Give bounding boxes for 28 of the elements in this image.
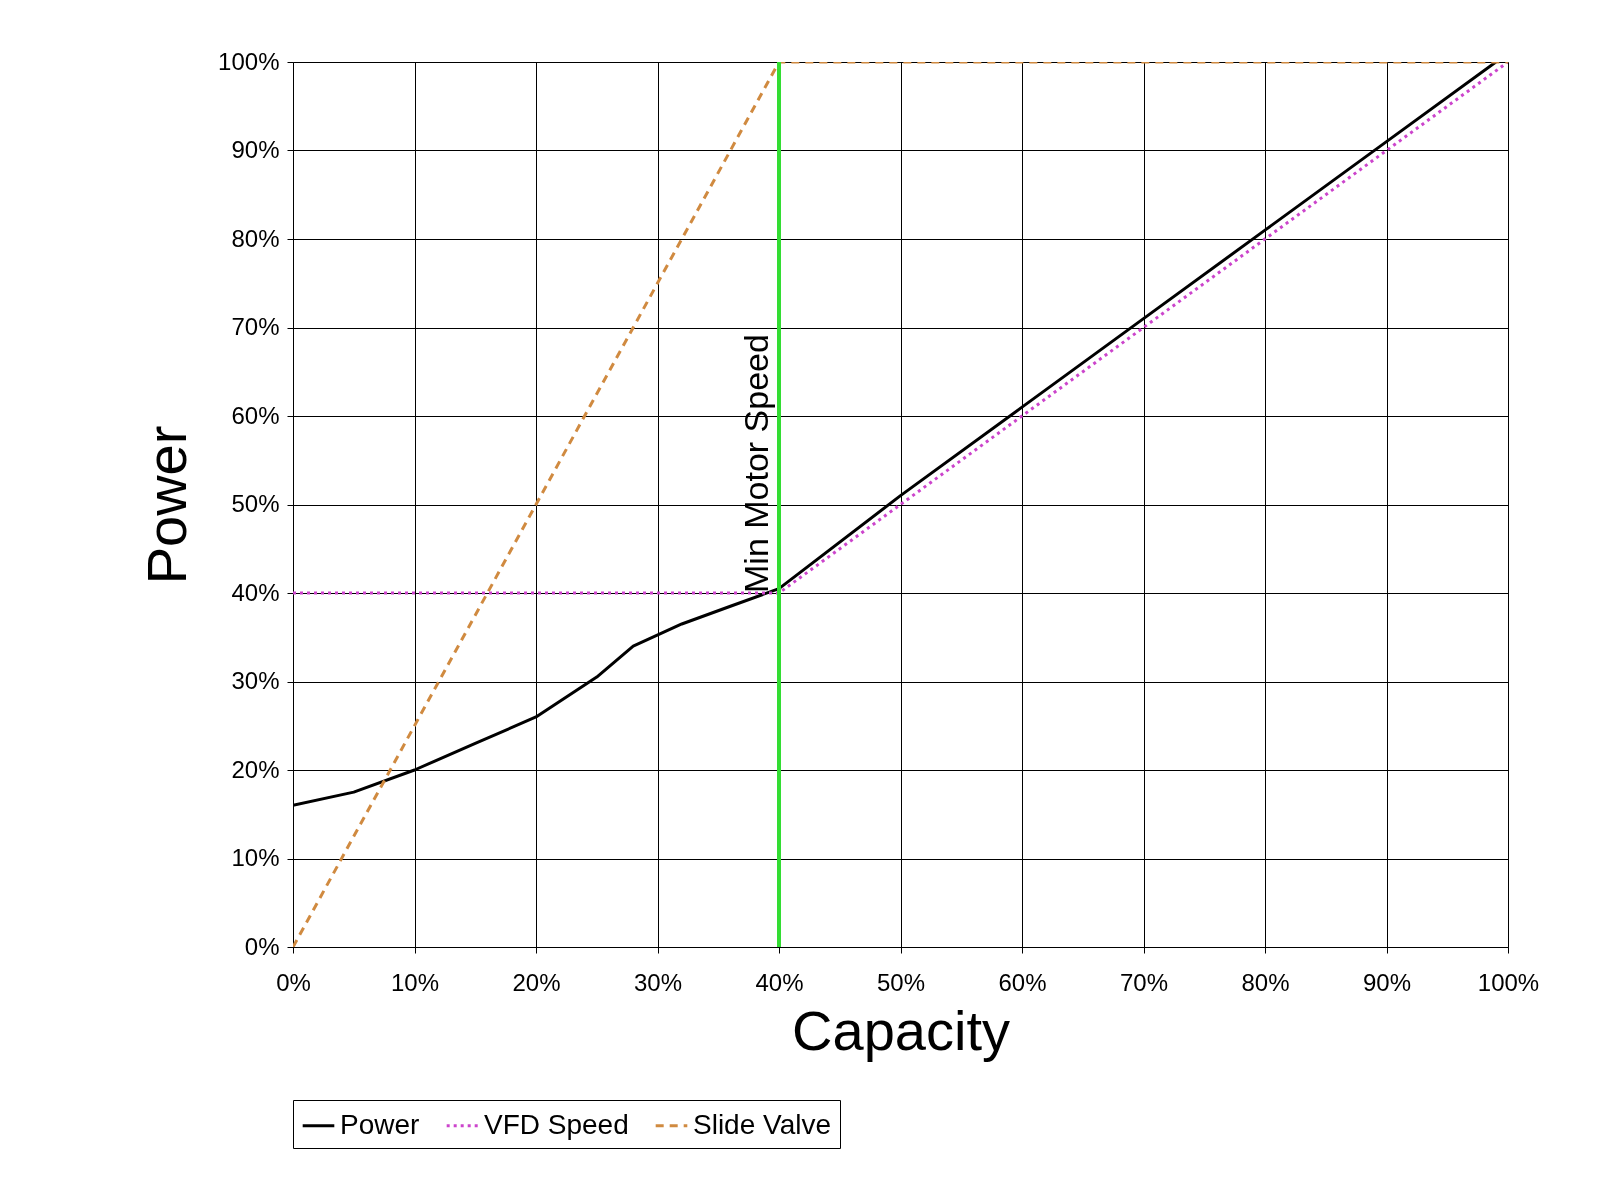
- legend-label: Power: [340, 1108, 420, 1140]
- legend-label: VFD Speed: [484, 1108, 629, 1140]
- y-tick-label: 70%: [231, 313, 280, 340]
- x-tick-label: 20%: [512, 968, 561, 996]
- ref-line-label: Min Motor Speed: [737, 334, 775, 593]
- y-tick-label: 10%: [231, 844, 280, 871]
- y-tick-label: 40%: [231, 578, 280, 606]
- y-tick-label: 90%: [231, 136, 280, 163]
- x-tick-label: 0%: [276, 968, 311, 996]
- y-axis-title: Power: [135, 425, 199, 585]
- x-tick-label: 90%: [1362, 968, 1412, 996]
- x-axis-title: Capacity: [792, 998, 1010, 1062]
- legend-label: Slide Valve: [693, 1108, 832, 1140]
- x-tick-label: 100%: [1477, 968, 1540, 996]
- x-tick-label: 40%: [755, 968, 804, 996]
- x-tick-label: 70%: [1119, 968, 1169, 996]
- x-tick-label: 50%: [876, 968, 926, 996]
- x-tick-label: 60%: [998, 968, 1047, 996]
- y-tick-label: 100%: [218, 47, 280, 75]
- y-tick-label: 60%: [231, 401, 280, 429]
- y-tick-label: 20%: [231, 755, 280, 783]
- y-tick-label: 50%: [231, 490, 280, 517]
- x-tick-label: 10%: [390, 968, 440, 996]
- x-tick-label: 80%: [1241, 968, 1290, 996]
- y-tick-label: 0%: [244, 932, 280, 960]
- y-tick-label: 80%: [231, 224, 280, 252]
- x-tick-label: 30%: [633, 968, 683, 996]
- y-tick-label: 30%: [231, 667, 280, 694]
